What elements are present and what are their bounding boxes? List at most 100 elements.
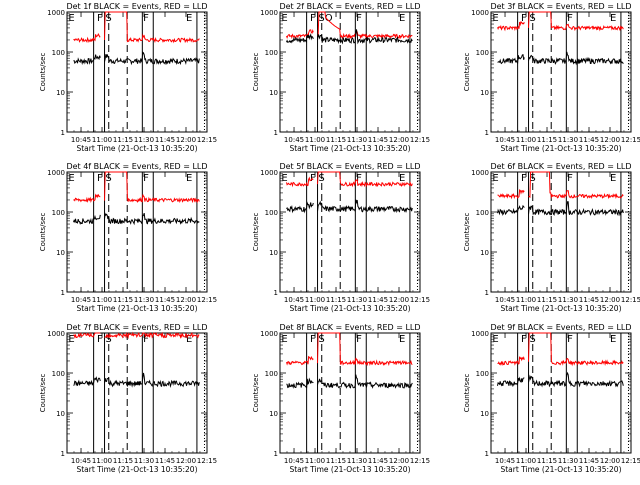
series-line-lld (286, 11, 413, 40)
panel-title: Det 3f BLACK = Events, RED = LLD (490, 2, 631, 11)
region-label: F (567, 334, 573, 345)
x-tick-label: 11:30 (558, 296, 578, 304)
x-tick-label: 11:00 (92, 136, 112, 144)
series-line-events (497, 371, 624, 388)
x-tick-label: 12:15 (197, 136, 217, 144)
series-line-events (73, 212, 200, 226)
series-line-lld (73, 171, 200, 204)
x-tick-label: 12:00 (389, 457, 409, 465)
region-label: F (521, 13, 527, 24)
region-label: S (529, 173, 535, 184)
x-tick-label: 11:30 (558, 136, 578, 144)
plot-frame (490, 171, 632, 293)
y-axis-label: Counts/sec (39, 53, 47, 92)
x-tick-label: 10:45 (71, 296, 91, 304)
region-label: E (186, 334, 192, 345)
region-label: E (399, 173, 405, 184)
series-line-lld (73, 331, 200, 340)
x-tick-label: 11:30 (134, 136, 154, 144)
x-tick-label: 10:45 (495, 457, 515, 465)
x-tick-label: 11:30 (347, 457, 367, 465)
x-tick-label: 11:15 (326, 457, 346, 465)
region-label: E (68, 173, 74, 184)
x-axis-label: Start Time (21-Oct-13 10:35:20) (500, 144, 621, 153)
x-tick-label: 11:45 (155, 296, 175, 304)
series-line-lld (497, 332, 624, 367)
region-label: F (97, 13, 103, 24)
x-axis-label: Start Time (21-Oct-13 10:35:20) (76, 304, 197, 313)
y-tick-label: 1000 (47, 330, 65, 338)
y-axis-label: Counts/sec (252, 374, 260, 413)
y-tick-label: 1 (274, 289, 278, 297)
x-tick-label: 11:45 (579, 296, 599, 304)
region-label: S (318, 173, 324, 184)
panel-title: Det 2f BLACK = Events, RED = LLD (279, 2, 420, 11)
region-label: F (310, 334, 316, 345)
region-label: F (567, 173, 573, 184)
x-tick-label: 11:45 (155, 457, 175, 465)
region-label: F (143, 334, 149, 345)
region-label: E (186, 173, 192, 184)
x-tick-label: 11:15 (537, 136, 557, 144)
y-axis-label: Counts/sec (39, 374, 47, 413)
y-tick-label: 100 (476, 49, 489, 57)
plot-frame (490, 11, 632, 133)
y-tick-label: 1000 (260, 169, 278, 177)
x-tick-label: 12:00 (600, 296, 620, 304)
plot-frame (66, 171, 208, 293)
region-label: E (610, 173, 616, 184)
y-axis-label: Counts/sec (252, 213, 260, 252)
series-line-events (73, 51, 200, 66)
x-tick-label: 12:15 (410, 136, 430, 144)
region-label: F (143, 173, 149, 184)
region-label: E (492, 13, 498, 24)
x-axis-label: Start Time (21-Oct-13 10:35:20) (289, 304, 410, 313)
y-tick-label: 1 (61, 289, 65, 297)
y-tick-label: 100 (265, 209, 278, 217)
region-label: E (610, 13, 616, 24)
y-tick-label: 1000 (471, 169, 489, 177)
x-tick-label: 11:15 (537, 457, 557, 465)
region-label: E (281, 13, 287, 24)
panel-title: Det 1f BLACK = Events, RED = LLD (66, 2, 207, 11)
y-tick-label: 10 (56, 410, 65, 418)
panel-title: Det 8f BLACK = Events, RED = LLD (279, 323, 420, 332)
x-tick-label: 11:00 (305, 296, 325, 304)
x-tick-label: 11:45 (368, 296, 388, 304)
plot-frame (279, 332, 421, 454)
y-tick-label: 10 (56, 249, 65, 257)
region-label: S (105, 173, 111, 184)
region-label: S (105, 334, 111, 345)
x-tick-label: 11:15 (113, 136, 133, 144)
region-label: F (356, 334, 362, 345)
y-axis-label: Counts/sec (39, 213, 47, 252)
x-axis-label: Start Time (21-Oct-13 10:35:20) (289, 144, 410, 153)
region-label: F (97, 173, 103, 184)
panel-title: Det 5f BLACK = Events, RED = LLD (279, 162, 420, 171)
y-tick-label: 1000 (47, 169, 65, 177)
region-label: E (492, 334, 498, 345)
series-line-events (497, 201, 624, 217)
y-tick-label: 1000 (471, 9, 489, 17)
x-axis-label: Start Time (21-Oct-13 10:35:20) (500, 304, 621, 313)
x-tick-label: 12:15 (621, 457, 640, 465)
series-line-lld (286, 332, 413, 367)
y-tick-label: 1000 (47, 9, 65, 17)
region-label: F (521, 173, 527, 184)
y-tick-label: 1 (61, 129, 65, 137)
x-axis-label: Start Time (21-Oct-13 10:35:20) (289, 465, 410, 474)
y-tick-label: 1 (274, 450, 278, 458)
x-tick-label: 10:45 (71, 457, 91, 465)
region-label: F (521, 334, 527, 345)
series-line-lld (73, 11, 200, 44)
y-axis-label: Counts/sec (463, 374, 471, 413)
x-tick-label: 12:00 (176, 457, 196, 465)
x-tick-label: 11:15 (113, 296, 133, 304)
region-label: E (68, 13, 74, 24)
y-tick-label: 10 (269, 410, 278, 418)
x-tick-label: 11:45 (155, 136, 175, 144)
x-tick-label: 11:30 (134, 457, 154, 465)
x-tick-label: 11:00 (516, 457, 536, 465)
panel-title: Det 6f BLACK = Events, RED = LLD (490, 162, 631, 171)
x-tick-label: 10:45 (284, 296, 304, 304)
